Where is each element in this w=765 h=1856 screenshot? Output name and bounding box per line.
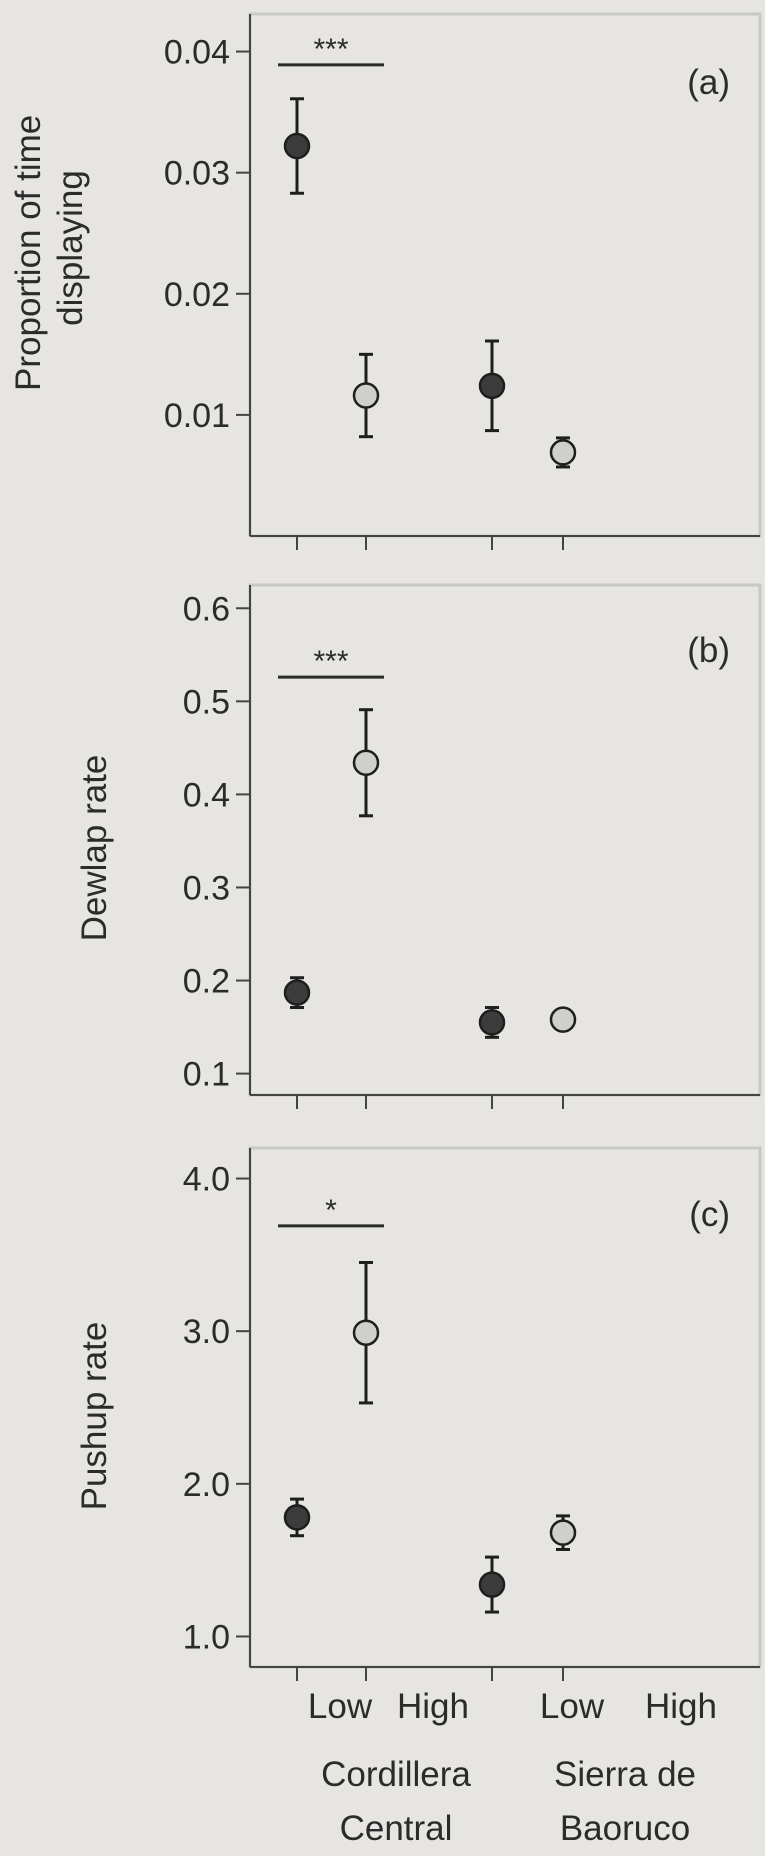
panel-a-point-4 — [549, 439, 577, 466]
panel-b-y-tick-label-6: 0.6 — [183, 590, 230, 628]
x-group-labels: Cordillera Central Sierra de Baoruco — [321, 1755, 696, 1848]
panel-b-significance-label: *** — [313, 645, 348, 678]
panel-c: 1.0 2.0 3.0 4.0 * (c) Pushup rate — [75, 1146, 762, 1681]
x-category-label-1: Low — [308, 1687, 373, 1726]
panel-c-point-4 — [549, 1519, 577, 1546]
panel-c-point-3 — [478, 1571, 506, 1598]
panel-c-point-1 — [283, 1504, 311, 1531]
panel-c-point-2 — [352, 1319, 380, 1346]
panel-c-points — [283, 1260, 577, 1614]
x-category-labels: Low High Low High — [308, 1687, 717, 1726]
panel-b-point-2 — [352, 749, 380, 777]
panel-c-x-ticks — [296, 1667, 564, 1681]
x-category-label-3: Low — [540, 1687, 605, 1726]
panel-a-y-axis-title: Proportion of time displaying — [9, 105, 90, 391]
panel-a-frame — [248, 12, 762, 538]
panel-b-point-4 — [549, 1006, 577, 1033]
x-group-label-cordillera-line-2: Central — [340, 1809, 453, 1848]
panel-b-y-tick-label-5: 0.5 — [183, 683, 230, 721]
panel-a-point-3 — [478, 372, 506, 400]
panel-c-y-axis-title: Pushup rate — [75, 1322, 114, 1511]
panel-c-y-ticks: 1.0 2.0 3.0 4.0 — [183, 1161, 250, 1656]
panel-b-point-1 — [283, 979, 311, 1006]
panel-a-x-ticks — [296, 536, 564, 550]
panel-b: 0.1 0.2 0.3 0.4 0.5 0.6 *** (b) Dewlap rate — [75, 583, 762, 1109]
panel-a-point-1 — [283, 132, 311, 160]
panel-a-significance-label: *** — [313, 33, 348, 66]
panel-c-letter: (c) — [689, 1195, 730, 1234]
x-group-label-cordillera-line-1: Cordillera — [321, 1755, 471, 1794]
panel-a-letter: (a) — [687, 63, 730, 102]
panel-b-letter: (b) — [687, 631, 730, 670]
panel-c-significance-label: * — [325, 1194, 337, 1227]
panel-c-y-tick-label-1: 1.0 — [183, 1618, 230, 1656]
panel-b-y-axis-title: Dewlap rate — [75, 755, 114, 942]
panel-c-y-tick-label-4: 4.0 — [183, 1161, 230, 1199]
x-category-label-2: High — [397, 1687, 469, 1726]
panel-a-point-2 — [352, 382, 380, 409]
panel-b-y-tick-label-1: 0.1 — [183, 1056, 230, 1094]
x-category-label-4: High — [645, 1687, 717, 1726]
panel-a-y-ticks: 0.01 0.02 0.03 0.04 — [164, 34, 250, 435]
panel-b-points — [283, 708, 577, 1039]
panel-a-y-axis-title-line-1: Proportion of time — [9, 115, 48, 391]
panel-c-y-tick-label-3: 3.0 — [183, 1313, 230, 1351]
panel-b-point-3 — [478, 1009, 506, 1036]
panel-a-points — [283, 97, 577, 469]
panel-b-y-ticks: 0.1 0.2 0.3 0.4 0.5 0.6 — [183, 590, 250, 1094]
panel-b-y-tick-label-4: 0.4 — [183, 776, 230, 814]
panel-a: 0.01 0.02 0.03 0.04 *** (a) Proportion of t… — [9, 12, 762, 550]
panel-b-x-ticks — [296, 1095, 564, 1109]
panel-a-y-tick-label-1: 0.01 — [164, 397, 230, 435]
panel-a-y-tick-label-4: 0.04 — [164, 34, 230, 72]
panel-a-y-tick-label-2: 0.02 — [164, 276, 230, 314]
panel-b-y-tick-label-3: 0.3 — [183, 869, 230, 907]
x-group-label-baoruco-line-1: Sierra de — [554, 1755, 696, 1794]
panel-a-y-axis-title-line-2: displaying — [51, 170, 90, 326]
panel-b-y-tick-label-2: 0.2 — [183, 963, 230, 1001]
panel-c-y-tick-label-2: 2.0 — [183, 1466, 230, 1504]
x-group-label-baoruco-line-2: Baoruco — [560, 1809, 690, 1848]
panel-a-y-tick-label-3: 0.03 — [164, 155, 230, 193]
